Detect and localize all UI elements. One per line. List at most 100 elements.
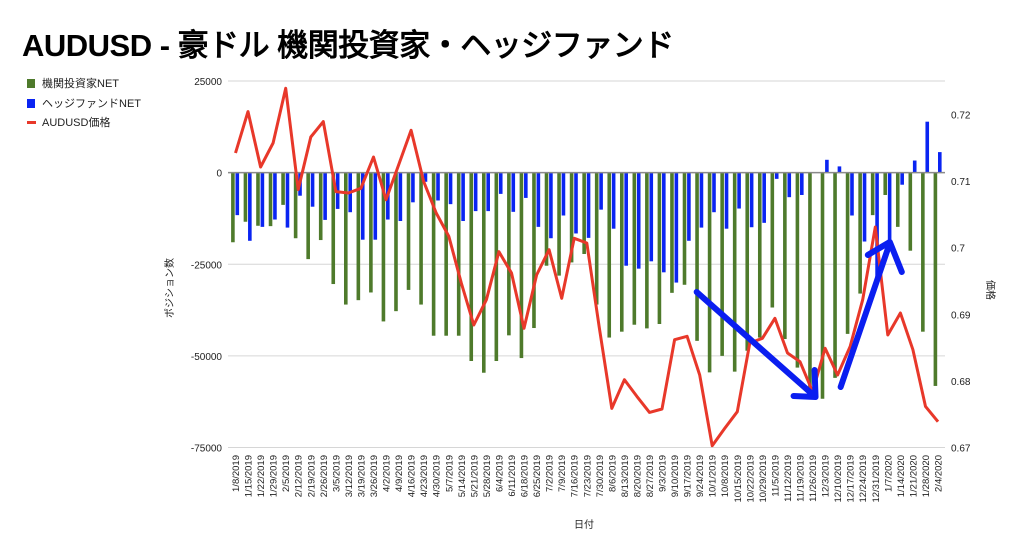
bar-institutional [369,172,373,293]
x-tick-label: 1/21/2020 [908,455,919,497]
bar-institutional [318,172,323,241]
legend-item-institutional[interactable]: 機関投資家NET [27,75,119,91]
x-tick-label: 8/13/2019 [620,455,631,497]
bar-hedge-fund [574,172,578,234]
bar-hedge-fund [473,172,478,212]
bar-institutional [845,172,850,334]
bar-institutional [619,172,624,332]
bar-institutional [444,172,448,336]
bar-institutional [833,172,837,378]
x-tick-label: 8/27/2019 [645,455,656,497]
x-tick-label: 7/16/2019 [570,455,581,497]
arrow-down-icon [693,289,819,400]
bar-institutional [243,172,248,222]
bar-hedge-fund [461,172,465,222]
x-tick-label: 7/9/2019 [557,455,568,492]
legend-swatch-price [27,120,36,124]
x-tick-label: 1/8/2019 [231,455,242,492]
bars [231,121,942,399]
x-tick-label: 1/15/2019 [244,455,255,497]
bar-institutional [808,172,812,397]
x-tick-label: 9/10/2019 [670,455,681,497]
y-tick-label: 25000 [194,77,222,88]
bar-hedge-fund [373,172,378,240]
x-tick-label: 11/5/2019 [770,455,781,497]
x-tick-label: 6/18/2019 [520,455,531,497]
bar-hedge-fund [273,172,277,220]
legend-swatch-institutional [27,78,35,88]
bar-institutional [268,172,273,227]
bar-hedge-fund [423,172,428,182]
x-tick-label: 5/7/2019 [444,455,455,492]
x-tick-label: 6/11/2019 [507,455,518,497]
bar-hedge-fund [436,172,440,201]
bar-hedge-fund [511,172,516,212]
y-tick-label: -50000 [191,352,223,363]
x-tick-label: 9/24/2019 [695,455,706,497]
x-tick-label: 7/23/2019 [582,455,593,497]
legend-item-price[interactable]: AUDUSD価格 [27,114,110,130]
y2-tick-label: 0.68 [951,377,971,388]
x-tick-label: 1/14/2020 [896,455,907,497]
bar-hedge-fund [536,172,541,227]
x-tick-label: 8/20/2019 [632,455,643,497]
x-tick-label: 9/3/2019 [658,455,669,492]
bar-institutional [720,172,724,356]
bar-hedge-fund [360,172,365,240]
legend-item-hedge[interactable]: ヘッジファンドNET [27,95,141,111]
bar-hedge-fund [674,172,679,283]
bar-institutional [344,172,348,305]
bar-hedge-fund [323,172,327,220]
y-tick-label: 0 [216,169,222,180]
bar-institutional [519,172,524,359]
gridlines [228,80,945,448]
bar-hedge-fund [248,172,252,241]
bar-institutional [419,172,423,305]
bar-hedge-fund [448,172,453,205]
bar-hedge-fund [586,172,591,238]
bar-institutional [281,172,285,205]
bar-institutional [695,172,699,341]
bar-institutional [557,172,561,276]
bar-hedge-fund [599,172,603,210]
bar-institutional [732,172,737,372]
x-tick-label: 2/19/2019 [306,455,317,497]
bar-institutional [607,172,612,338]
chart-title: AUDUSD - 豪ドル 機関投資家・ヘッジファンド [22,28,674,63]
legend-label: AUDUSD価格 [42,117,111,129]
x-tick-label: 10/22/2019 [745,455,756,503]
x-tick-label: 1/22/2019 [256,455,267,497]
bar-hedge-fund [687,172,691,241]
bar-hedge-fund [561,172,566,216]
x-tick-label: 10/1/2019 [708,455,719,497]
bar-institutional [745,172,750,351]
x-tick-label: 12/17/2019 [846,455,857,503]
x-tick-label: 1/29/2019 [269,455,280,497]
x-tick-label: 11/12/2019 [783,455,794,502]
x-tick-label: 6/4/2019 [494,455,505,492]
y2-axis-title: 価格 [984,280,997,300]
bar-hedge-fund [774,172,779,179]
bar-institutional [770,172,775,308]
bar-institutional [895,172,900,227]
bar-institutional [795,172,800,368]
legend-label: ヘッジファンドNET [42,98,141,110]
bar-hedge-fund [498,172,503,194]
bar-institutional [657,172,662,324]
bar-hedge-fund [624,172,628,266]
bar-institutional [783,172,787,340]
bar-hedge-fund [875,172,879,283]
x-axis-title: 日付 [574,518,594,531]
y2-tick-label: 0.7 [951,244,965,255]
y-tick-label: -25000 [191,260,223,271]
bar-hedge-fund [887,172,892,241]
x-tick-label: 11/19/2019 [796,455,807,502]
legend-swatch-hedge [27,98,35,108]
bar-institutional [682,172,687,285]
x-tick-label: 12/10/2019 [833,455,844,503]
bar-hedge-fund [938,152,942,173]
x-tick-label: 2/12/2019 [294,455,305,497]
bar-institutional [594,172,599,305]
axes: 25000 0 -25000 -50000 -75000 0.72 0.71 0.7 0.69 0… [191,77,971,503]
